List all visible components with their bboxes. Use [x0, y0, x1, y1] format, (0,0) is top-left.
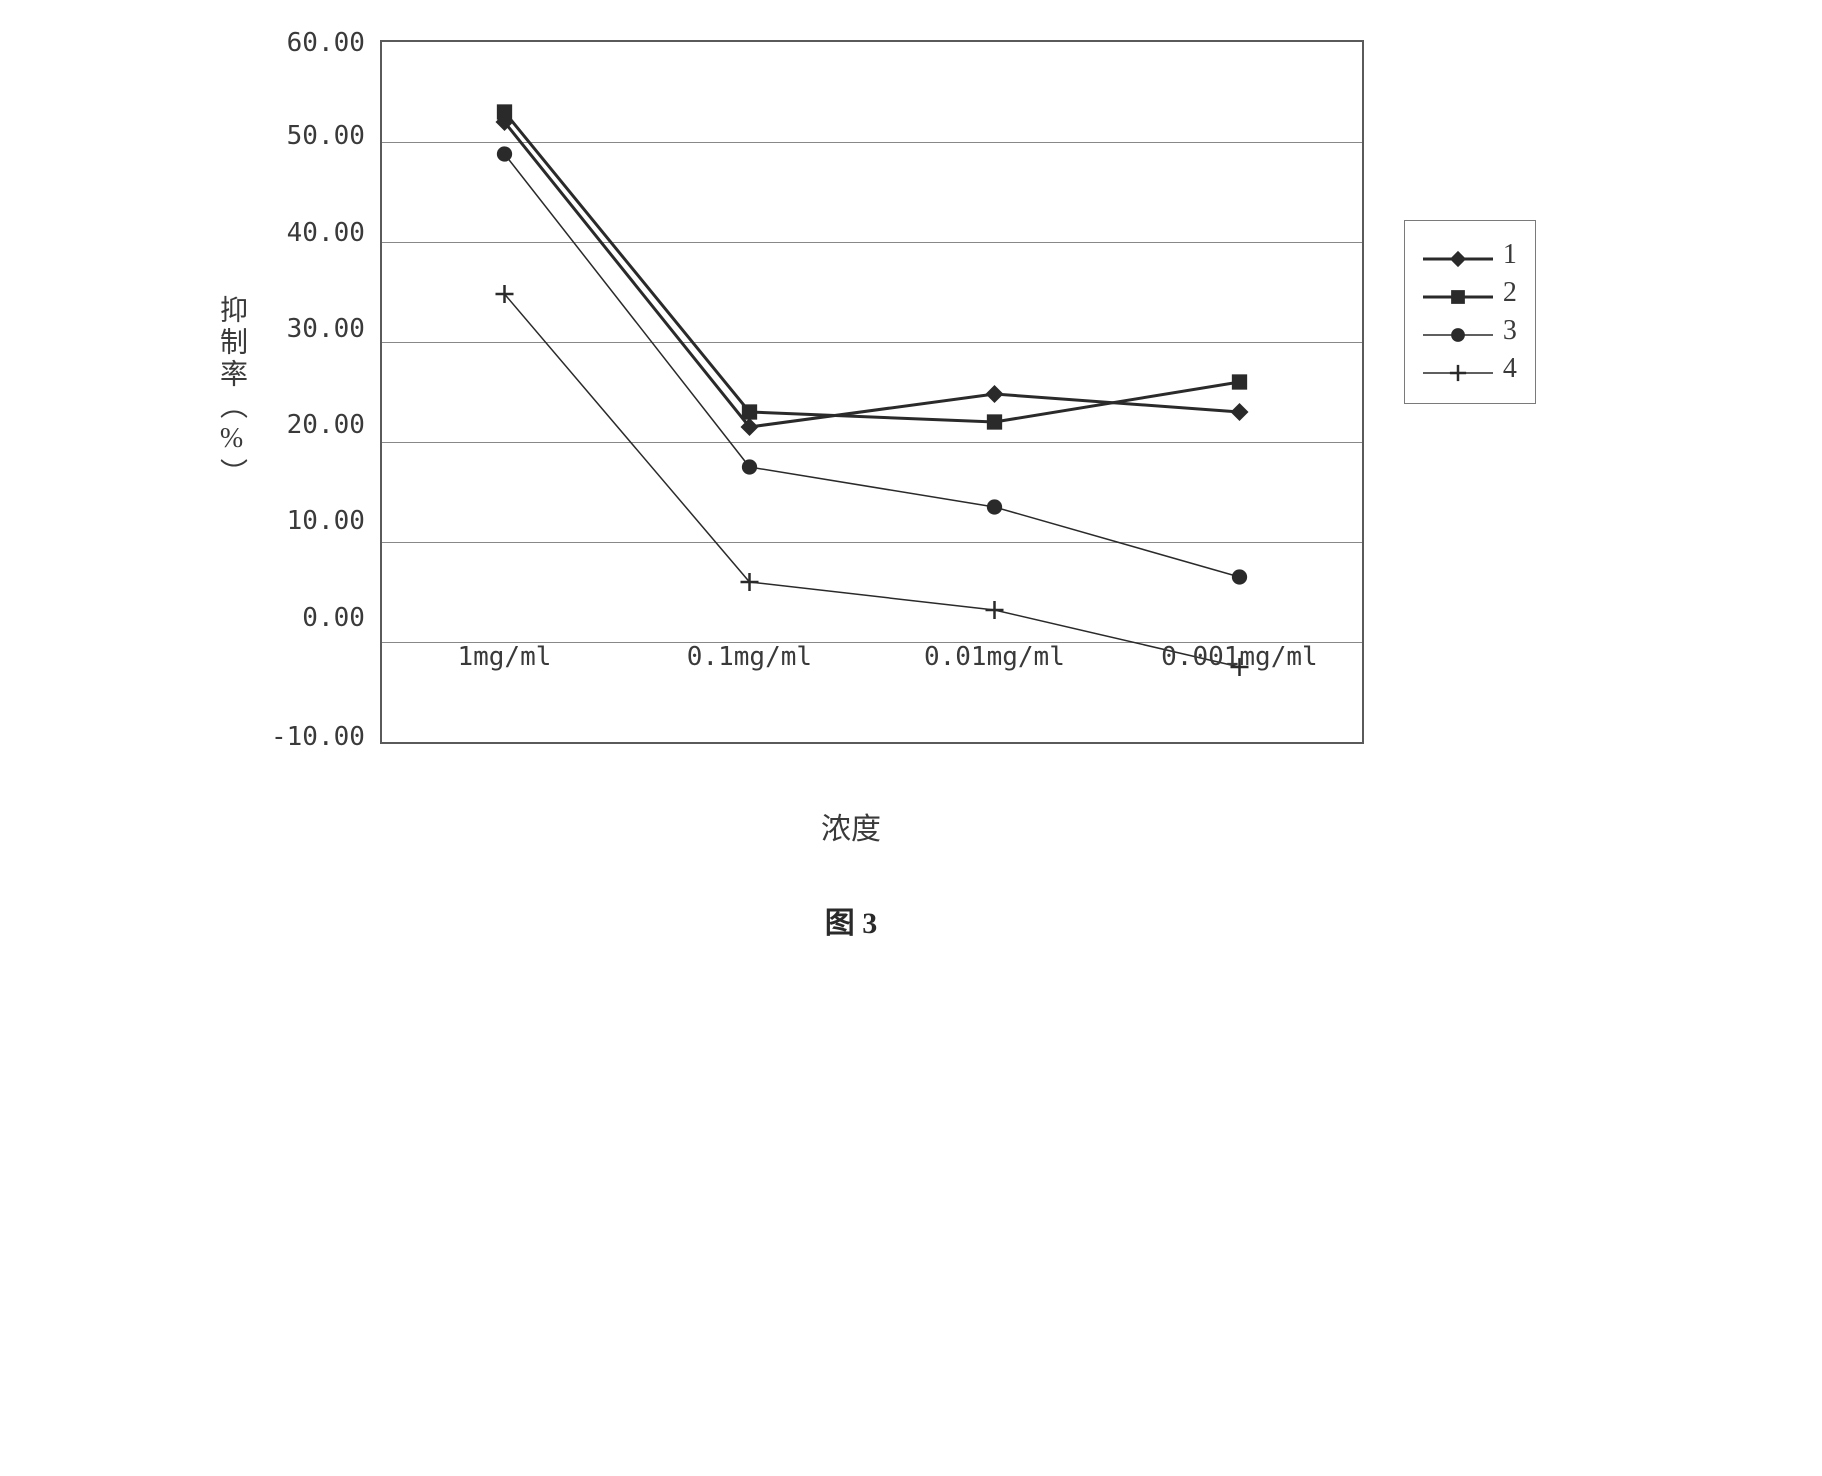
series-marker-3 [987, 499, 1002, 514]
plot-area: 1mg/ml0.1mg/ml0.01mg/ml0.001mg/ml [380, 40, 1364, 744]
y-tick-label: 30.00 [271, 316, 365, 342]
legend-item-4: 4 [1423, 353, 1517, 385]
series-line-4 [504, 294, 1239, 667]
series-marker-1 [1230, 403, 1248, 421]
legend-marker-icon [1423, 245, 1493, 265]
y-tick-label: 40.00 [271, 220, 365, 246]
chart-svg [382, 42, 1362, 742]
chart-container: 抑制率（%） 60.0050.0040.0030.0020.0010.000.0… [211, 40, 1611, 942]
x-labels: 1mg/ml0.1mg/ml0.01mg/ml0.001mg/ml [382, 642, 1362, 672]
x-tick-label: 0.1mg/ml [627, 642, 872, 672]
x-tick-label: 1mg/ml [382, 642, 627, 672]
y-ticks: 60.0050.0040.0030.0020.0010.000.00-10.00 [271, 40, 365, 740]
y-tick-label: 20.00 [271, 412, 365, 438]
legend-item-3: 3 [1423, 315, 1517, 347]
series-line-3 [504, 154, 1239, 577]
legend-label: 2 [1503, 277, 1517, 309]
y-tick-label: 60.00 [271, 30, 365, 56]
series-marker-3 [742, 459, 757, 474]
legend-marker-icon [1423, 321, 1493, 341]
series-marker-2 [497, 104, 512, 119]
legend-item-1: 1 [1423, 239, 1517, 271]
plot-wrapper: 抑制率（%） 60.0050.0040.0030.0020.0010.000.0… [211, 40, 1611, 744]
y-axis-label: 抑制率（%） [211, 295, 251, 490]
legend-label: 4 [1503, 353, 1517, 385]
legend-marker-icon [1423, 283, 1493, 303]
series-marker-2 [1232, 374, 1247, 389]
legend: 1 2 3 4 [1404, 220, 1536, 404]
series-marker-3 [1232, 569, 1247, 584]
series-marker-1 [985, 385, 1003, 403]
legend-marker-icon [1423, 359, 1493, 379]
legend-item-2: 2 [1423, 277, 1517, 309]
series-marker-3 [497, 146, 512, 161]
figure-caption: 图 3 [361, 898, 1341, 942]
y-tick-label: 0.00 [271, 605, 365, 631]
legend-label: 3 [1503, 315, 1517, 347]
series-marker-2 [742, 404, 757, 419]
legend-label: 1 [1503, 239, 1517, 271]
series-marker-4 [985, 601, 1003, 619]
x-axis-label: 浓度 [361, 804, 1341, 848]
x-tick-label: 0.01mg/ml [872, 642, 1117, 672]
series-marker-2 [987, 414, 1002, 429]
y-tick-label: 50.00 [271, 123, 365, 149]
series-line-2 [504, 112, 1239, 422]
y-tick-label: 10.00 [271, 508, 365, 534]
x-tick-label: 0.001mg/ml [1117, 642, 1362, 672]
series-line-1 [504, 122, 1239, 427]
y-tick-label: -10.00 [271, 724, 365, 750]
